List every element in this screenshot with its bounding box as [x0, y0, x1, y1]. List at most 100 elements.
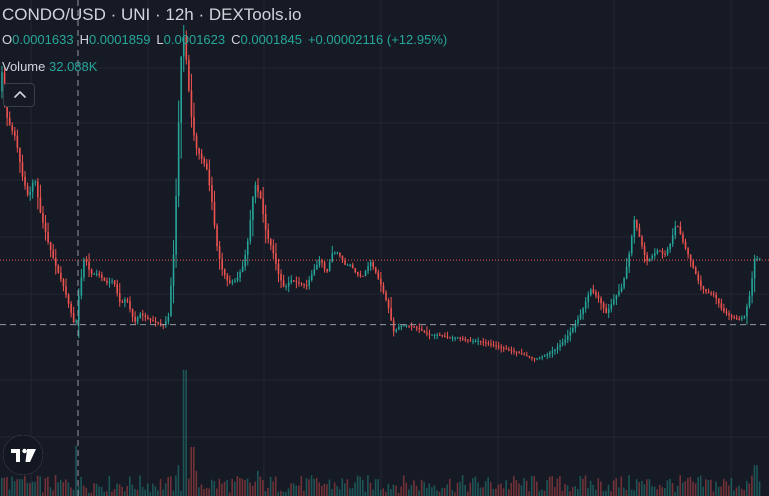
candle-up: [111, 278, 113, 285]
volume-bar: [617, 487, 620, 496]
candle-up: [95, 269, 98, 277]
candle-up: [167, 312, 170, 325]
volume-bar: [743, 490, 745, 496]
candle-down: [702, 285, 705, 294]
volume-bar: [267, 487, 269, 496]
volume-bar: [98, 486, 100, 496]
volume-bar: [543, 490, 546, 496]
volume-bar: [198, 487, 200, 496]
tradingview-logo[interactable]: [3, 435, 43, 475]
candle-down: [528, 355, 531, 359]
volume-bar: [108, 475, 111, 496]
candle-down: [725, 308, 728, 316]
volume-bar: [103, 491, 105, 496]
volume-bar: [3, 477, 6, 496]
volume-bar: [443, 487, 446, 496]
candle-down: [515, 351, 518, 357]
candle-up: [364, 269, 367, 277]
candle-up: [310, 270, 313, 282]
volume-bar: [231, 478, 233, 496]
candle-down: [510, 346, 513, 355]
volume-bar: [745, 480, 748, 496]
volume-bar: [689, 476, 692, 496]
candle-down: [408, 325, 410, 329]
candle-down: [508, 346, 510, 352]
volume-bar: [200, 484, 203, 496]
volume-bar: [461, 475, 464, 496]
volume-bar: [292, 483, 295, 496]
volume-bar: [687, 477, 689, 496]
candle-down: [418, 323, 421, 334]
volume-bar: [77, 486, 80, 496]
volume-bar: [269, 476, 272, 496]
candle-down: [200, 149, 203, 164]
candle-down: [385, 290, 387, 302]
candle-up: [80, 268, 83, 300]
close-value: 0.0001845: [240, 32, 302, 47]
candle-down: [497, 341, 500, 350]
candle-up: [287, 276, 290, 293]
volume-bar: [338, 489, 341, 496]
volume-bar: [88, 492, 90, 496]
candle-down: [715, 292, 718, 305]
volume-bar: [666, 480, 669, 496]
volume-bar: [474, 476, 477, 496]
volume-bar: [305, 478, 308, 496]
candle-up: [175, 178, 177, 268]
volume-bar: [326, 484, 328, 496]
volume-bar: [313, 478, 315, 496]
candle-down: [85, 256, 88, 266]
candle-down: [487, 340, 490, 347]
candle-down: [646, 251, 648, 266]
volume-bar: [692, 481, 694, 496]
volume-bar: [236, 476, 239, 496]
volume-bar: [559, 476, 561, 496]
candle-down: [485, 339, 487, 347]
volume-bar: [661, 487, 664, 496]
volume-bar: [664, 488, 666, 496]
candle-up: [746, 303, 748, 325]
candle-down: [728, 310, 730, 320]
volume-bar: [259, 476, 262, 496]
volume-bar: [551, 476, 553, 496]
volume-bar: [80, 476, 82, 496]
volume-bar: [489, 482, 492, 496]
candle-down: [531, 356, 533, 361]
candle-down: [413, 325, 415, 328]
candle-down: [39, 184, 42, 214]
volume-bar: [244, 480, 246, 496]
volume-bar: [6, 477, 8, 496]
candle-up: [349, 263, 351, 267]
candle-down: [492, 340, 495, 348]
candle-up: [613, 294, 615, 306]
collapse-legend-button[interactable]: [3, 83, 35, 107]
volume-bar: [70, 487, 72, 496]
volume-bar: [228, 492, 231, 496]
volume-bar: [410, 485, 413, 496]
volume-bar: [374, 479, 377, 496]
candle-up: [546, 352, 549, 360]
volume-bar: [587, 488, 589, 496]
volume-bar: [620, 476, 623, 496]
volume-bar: [564, 483, 566, 496]
volume-bar: [472, 478, 474, 496]
candle-down: [275, 242, 277, 271]
candle-down: [203, 156, 206, 167]
candle-down: [444, 332, 446, 338]
candle-up: [743, 315, 746, 320]
candle-up: [633, 216, 636, 244]
candle-down: [14, 127, 16, 141]
volume-bar: [251, 485, 254, 496]
volume-bar: [658, 484, 661, 496]
candle-down: [520, 348, 523, 355]
candle-down: [482, 337, 485, 347]
volume-bar: [146, 483, 149, 496]
candle-down: [272, 239, 275, 259]
volume-bar: [694, 483, 697, 496]
candle-down: [206, 159, 208, 171]
candle-down: [659, 249, 661, 252]
candle-down: [449, 336, 451, 339]
candle-up: [285, 283, 287, 291]
volume-bar: [67, 482, 70, 496]
